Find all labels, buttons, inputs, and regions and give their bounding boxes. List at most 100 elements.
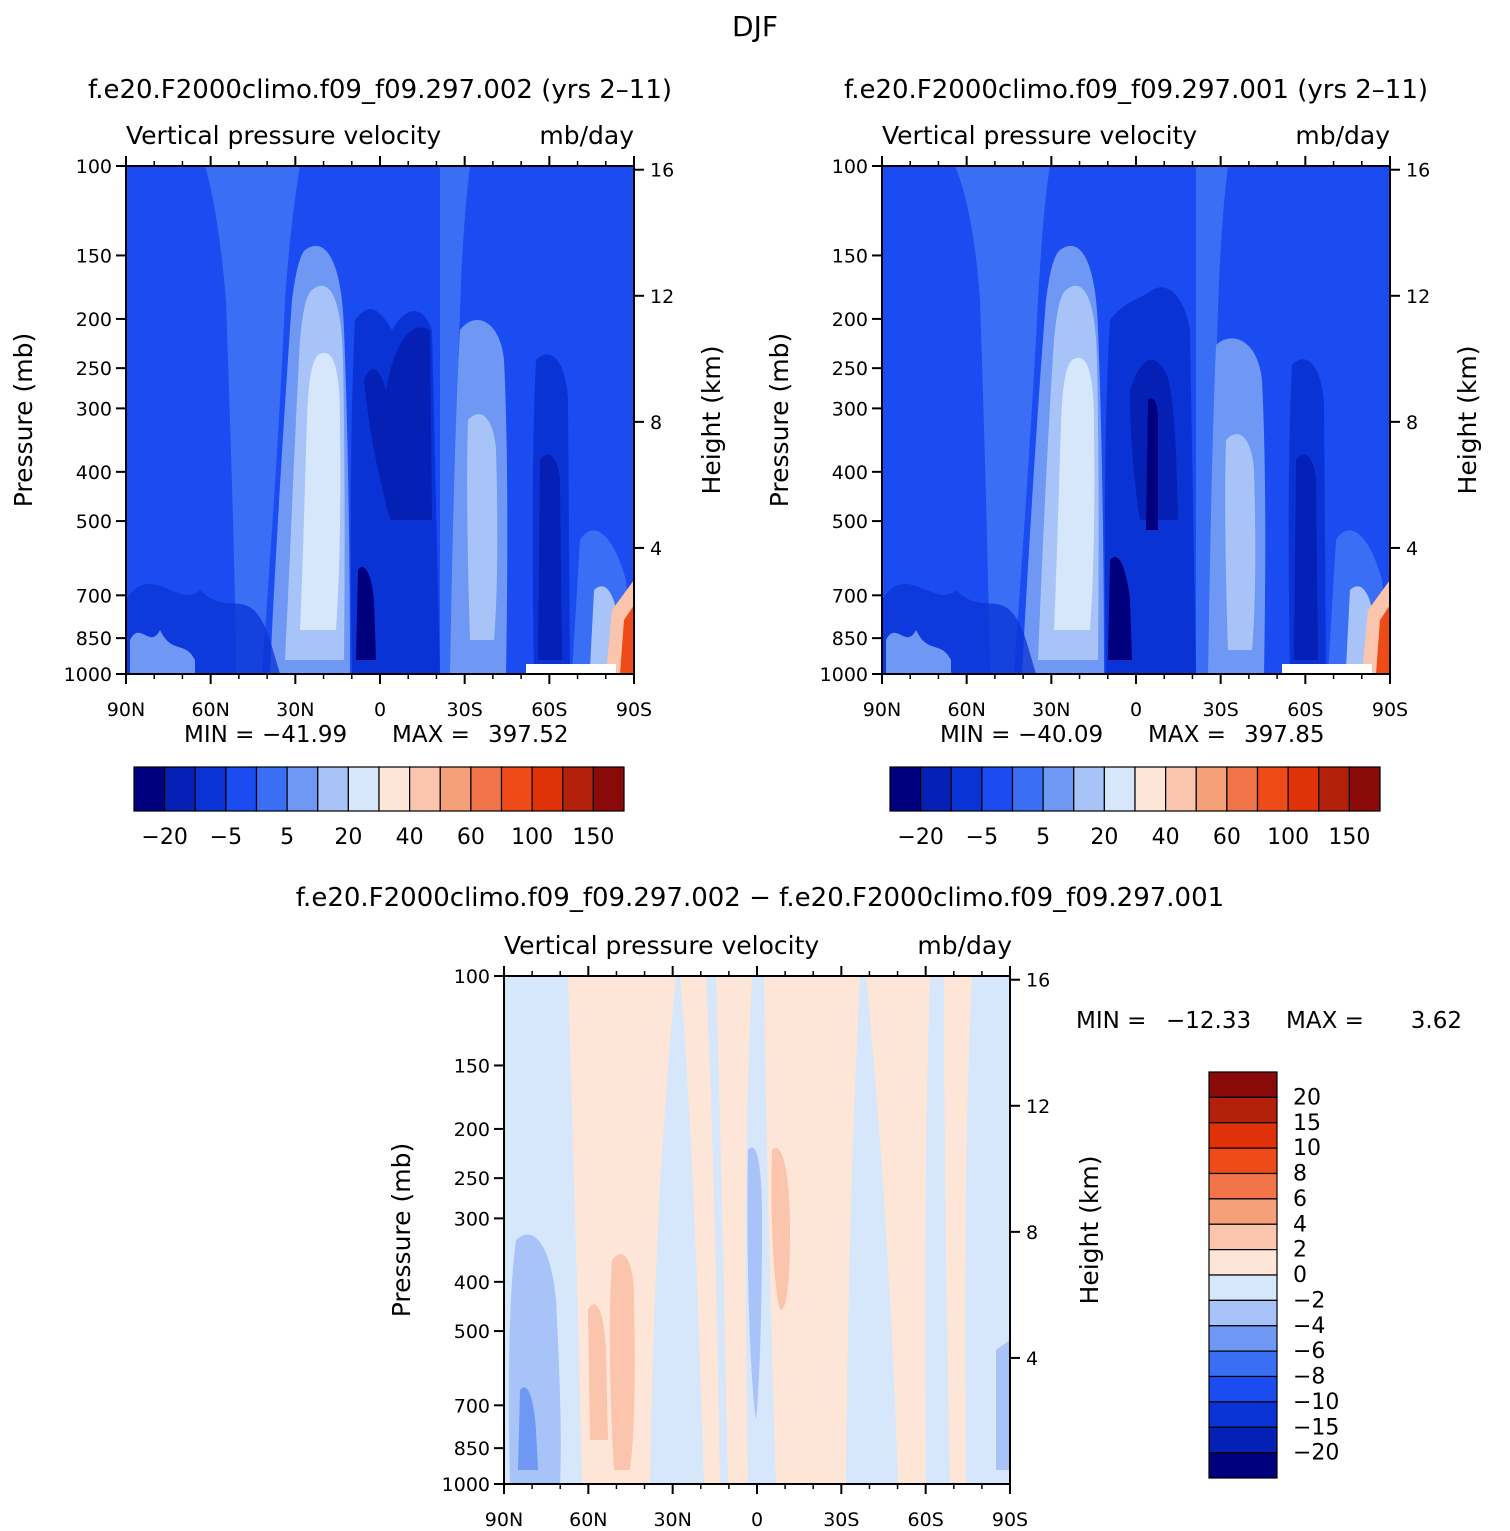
- x-tick-label: 90N: [107, 699, 145, 721]
- right-tick-label: 16: [650, 160, 674, 182]
- max-label: MAX =: [392, 722, 470, 748]
- colorbar-label: 5: [280, 825, 294, 850]
- colorbar-swatch: [592, 766, 625, 812]
- contour-band: [1146, 398, 1158, 530]
- colorbar-label: 2: [1293, 1238, 1307, 1263]
- colorbar-swatch: [1208, 1274, 1278, 1301]
- colorbar-swatch: [1208, 1122, 1278, 1149]
- colorbar-swatch: [1208, 1071, 1278, 1098]
- colorbar-swatch: [1208, 1096, 1278, 1124]
- contour-band: [886, 630, 951, 674]
- contour-field: [504, 976, 1010, 1484]
- case-title: f.e20.F2000climo.f09_f09.297.002 − f.e20…: [296, 883, 1224, 913]
- contour-band: [764, 976, 860, 1484]
- colorbar-swatch: [1165, 766, 1197, 812]
- colorbar-swatch: [439, 766, 472, 812]
- x-tick-label: 30S: [447, 699, 483, 721]
- contour-band: [1282, 664, 1372, 674]
- colorbar-label: 100: [511, 825, 553, 850]
- x-tick-label: 90S: [992, 1509, 1028, 1531]
- right-axis-label: Height (km): [1453, 346, 1482, 495]
- colorbar-swatch: [133, 766, 166, 812]
- colorbar-swatch: [1208, 1401, 1278, 1428]
- contour-band: [996, 1340, 1010, 1470]
- colorbar-swatch: [531, 766, 564, 812]
- y-tick-label: 250: [454, 1168, 490, 1190]
- units-label: mb/day: [1295, 121, 1390, 150]
- colorbar-label: −2: [1293, 1288, 1325, 1313]
- contour-band: [620, 605, 634, 674]
- min-value: −41.99: [262, 722, 347, 748]
- x-tick-label: 90N: [485, 1509, 523, 1531]
- contour-band: [716, 976, 752, 1484]
- min-label: MIN =: [184, 722, 254, 748]
- colorbar-label: 60: [457, 825, 485, 850]
- max-value: 3.62: [1411, 1008, 1462, 1034]
- y-tick-label: 700: [454, 1395, 490, 1417]
- figure-title: DJF: [732, 10, 778, 43]
- x-tick-label: 30S: [823, 1509, 859, 1531]
- y-tick-label: 1000: [820, 664, 868, 686]
- contour-band: [467, 414, 498, 640]
- colorbar-label: −15: [1293, 1415, 1339, 1440]
- contour-band: [518, 1387, 538, 1470]
- colorbar-swatch: [1208, 1198, 1278, 1225]
- right-axis-label: Height (km): [697, 346, 726, 495]
- contour-band: [1196, 166, 1228, 674]
- x-tick-label: 60N: [947, 699, 985, 721]
- plot-title: Vertical pressure velocity: [504, 931, 819, 960]
- colorbar-swatch: [889, 766, 922, 812]
- y-tick-label: 700: [76, 585, 112, 607]
- colorbar-swatch: [1208, 1223, 1278, 1251]
- plot-title: Vertical pressure velocity: [882, 121, 1197, 150]
- plot-title: Vertical pressure velocity: [126, 121, 441, 150]
- colorbar-swatch: [562, 766, 594, 812]
- x-tick-label: 60S: [908, 1509, 944, 1531]
- colorbar-label: −10: [1293, 1390, 1339, 1415]
- colorbar-swatch: [1208, 1426, 1278, 1454]
- y-tick-label: 850: [832, 628, 868, 650]
- y-tick-label: 1000: [442, 1474, 490, 1496]
- colorbar-swatch: [286, 766, 319, 812]
- colorbar-swatch: [1226, 766, 1259, 812]
- min-value: −12.33: [1166, 1008, 1251, 1034]
- colorbar-swatch: [255, 766, 288, 812]
- x-tick-label: 0: [374, 699, 386, 721]
- colorbar-swatch: [500, 766, 533, 812]
- case-title: f.e20.F2000climo.f09_f09.297.001 (yrs 2–…: [844, 75, 1428, 105]
- y-tick-label: 150: [76, 245, 112, 267]
- max-value: 397.52: [488, 722, 568, 748]
- colorbar-swatch: [1103, 766, 1136, 812]
- y-tick-label: 850: [76, 628, 112, 650]
- colorbar-label: 6: [1293, 1187, 1307, 1212]
- case-title: f.e20.F2000climo.f09_f09.297.002 (yrs 2–…: [88, 75, 672, 105]
- contour-band: [588, 1304, 608, 1440]
- x-tick-label: 90S: [1372, 699, 1408, 721]
- x-tick-label: 30N: [1032, 699, 1070, 721]
- colorbar-label: −5: [210, 825, 242, 850]
- stats: MIN = −40.09 MAX = 397.85: [940, 722, 1324, 748]
- contour-band: [882, 166, 990, 674]
- y-tick-label: 700: [832, 585, 868, 607]
- colorbar-label: 10: [1293, 1136, 1321, 1161]
- colorbar-label: 5: [1036, 825, 1050, 850]
- contour-band: [866, 976, 930, 1484]
- y-tick-label: 500: [832, 511, 868, 533]
- x-tick-label: 60N: [191, 699, 229, 721]
- y-tick-label: 200: [454, 1119, 490, 1141]
- colorbar-swatch: [1042, 766, 1075, 812]
- axes: 100 150 200 250 300 400 500 700 850 1000 4 8 12 16 90N…: [820, 156, 1430, 721]
- right-tick-label: 4: [1406, 538, 1418, 560]
- x-tick-label: 60S: [531, 699, 567, 721]
- contour-band: [771, 1148, 790, 1310]
- colorbar-swatch: [164, 766, 196, 812]
- contour-field: [882, 166, 1390, 674]
- colorbar-swatch: [1208, 1325, 1278, 1352]
- colorbar-swatch: [1256, 766, 1289, 812]
- y-tick-label: 150: [832, 245, 868, 267]
- colorbar: −20 −5 5 20 40 60 100 150: [889, 766, 1381, 850]
- panel-top-right: f.e20.F2000climo.f09_f09.297.001 (yrs 2–…: [765, 75, 1482, 850]
- colorbar-label: 40: [396, 825, 424, 850]
- right-tick-label: 8: [1026, 1222, 1038, 1244]
